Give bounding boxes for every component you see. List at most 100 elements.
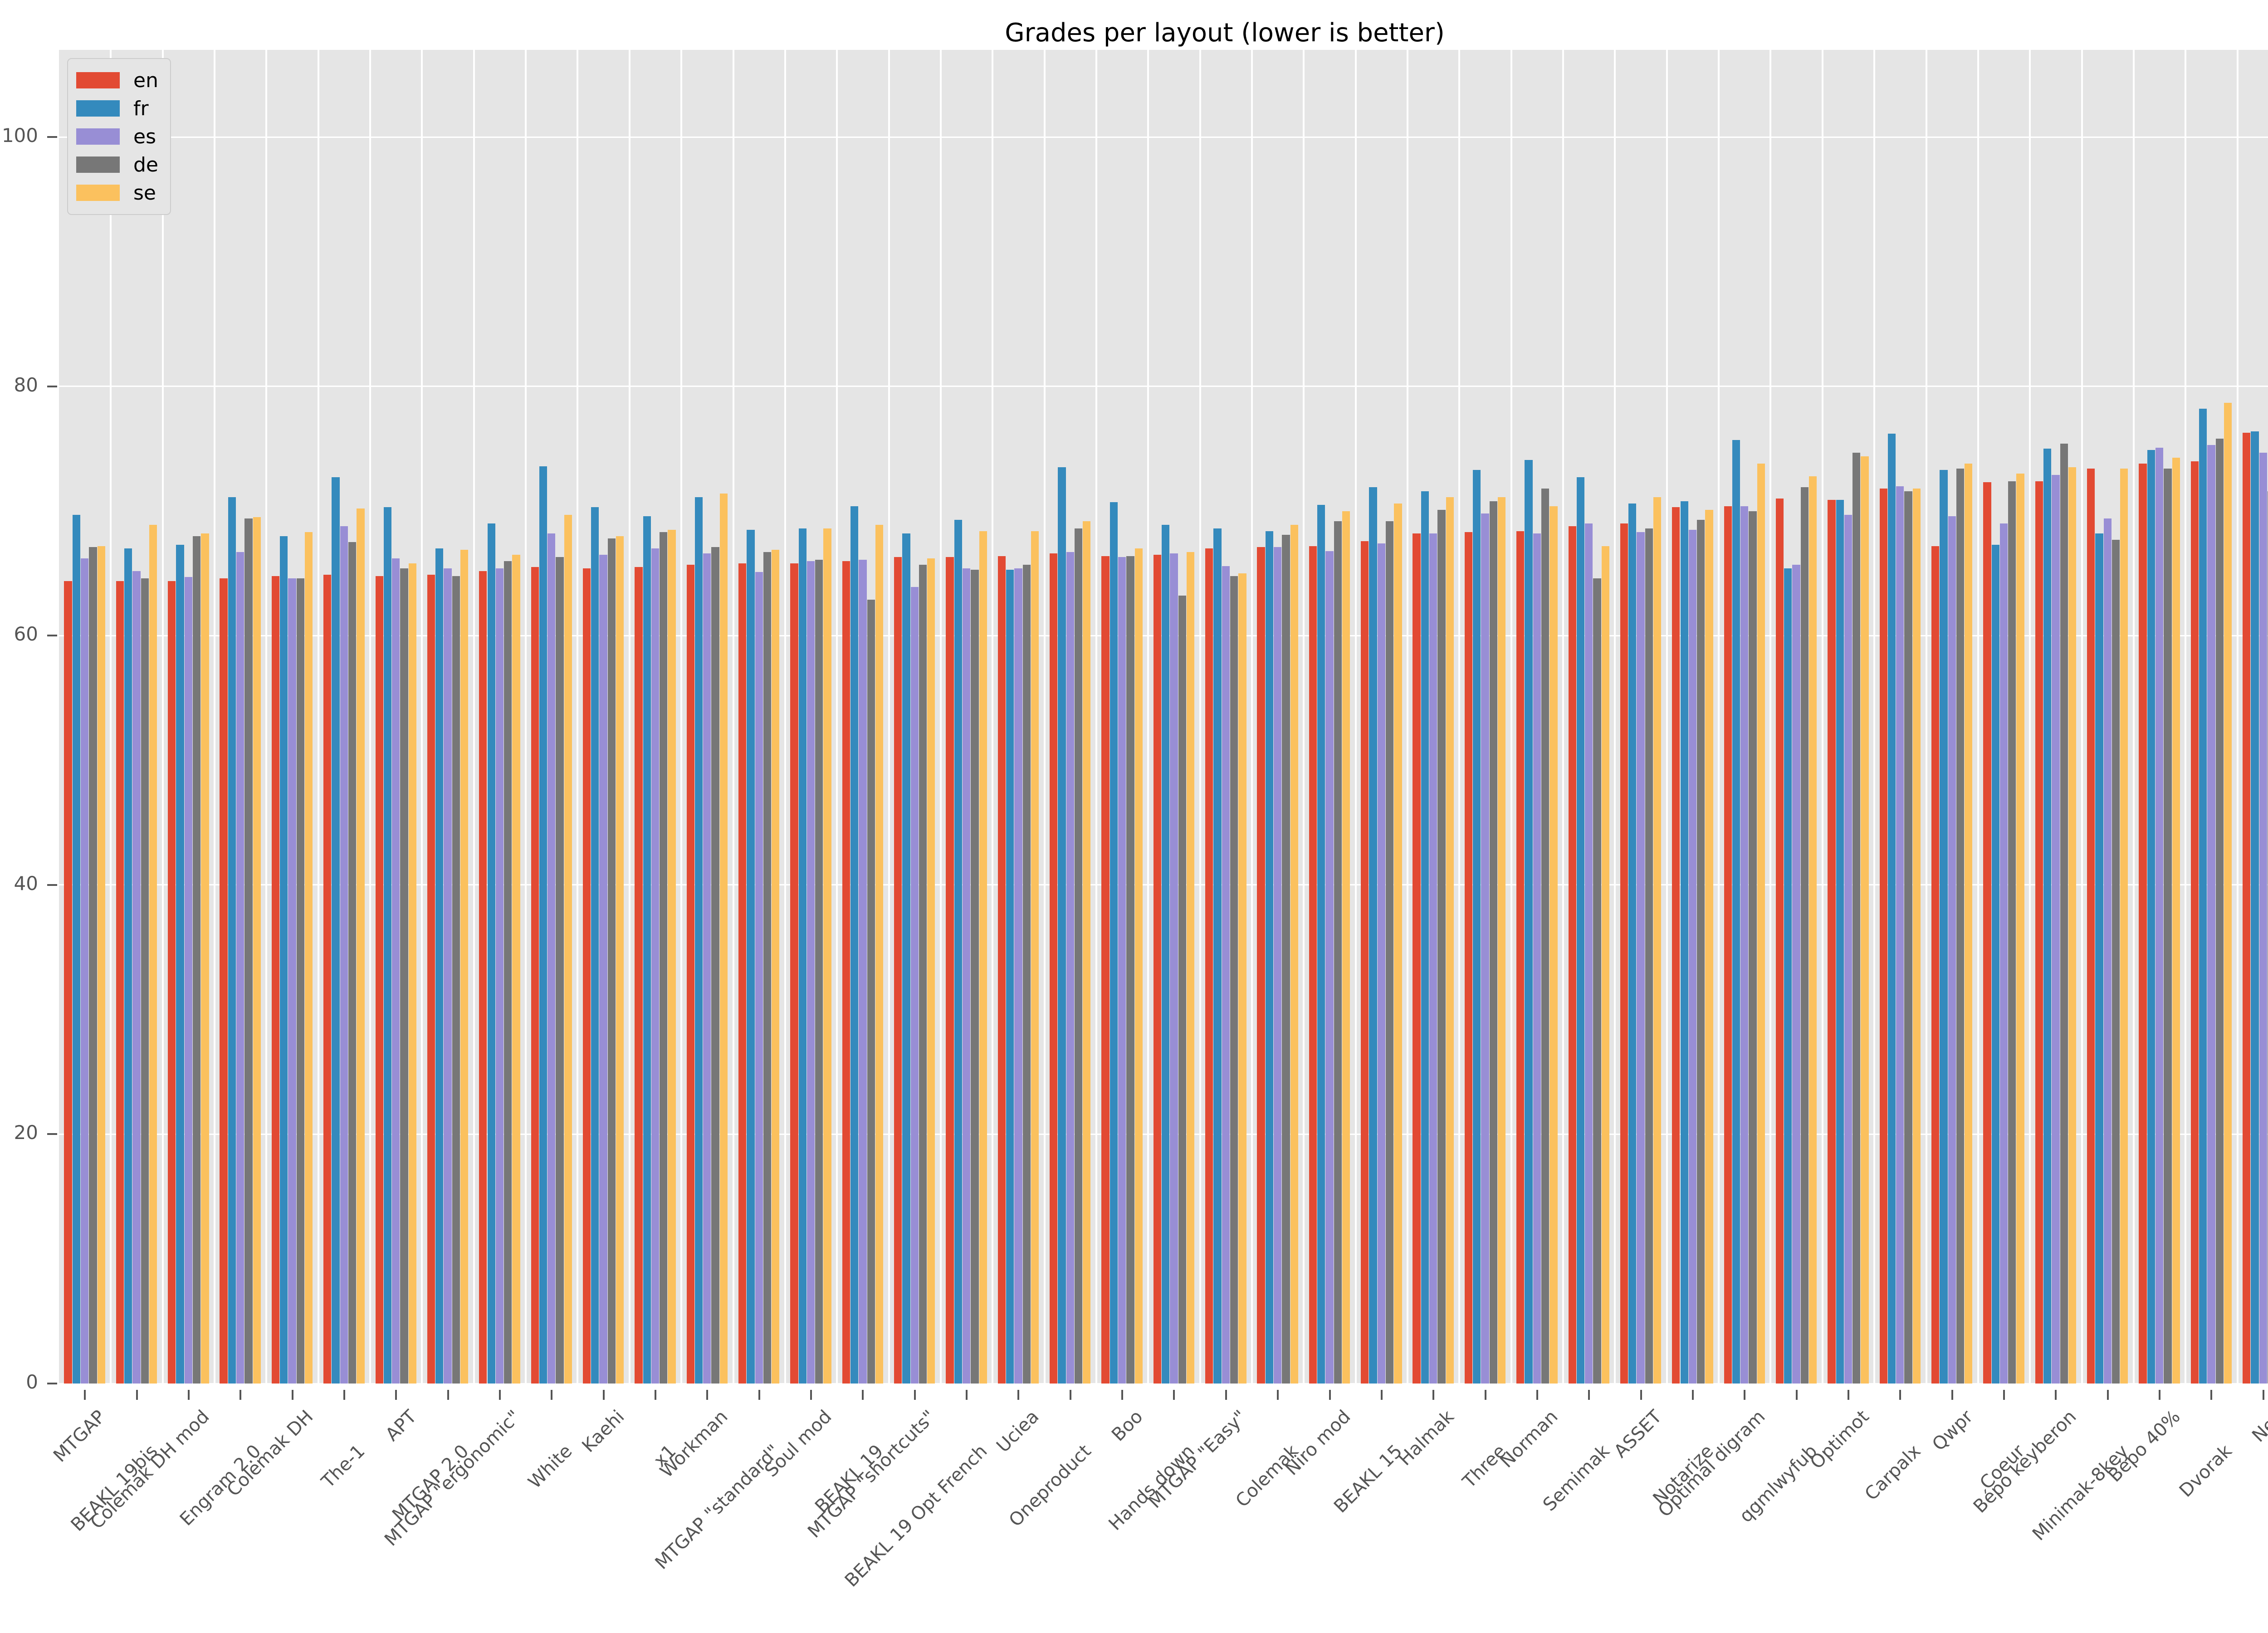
bar-es[interactable] [910, 587, 919, 1384]
bar-fr[interactable] [1991, 544, 1999, 1384]
bar-se[interactable] [979, 531, 987, 1384]
bar-de[interactable] [1126, 556, 1134, 1384]
bar-es[interactable] [132, 571, 141, 1384]
bar-es[interactable] [962, 568, 971, 1384]
bar-en[interactable] [271, 576, 280, 1384]
bar-se[interactable] [719, 494, 728, 1384]
bar-de[interactable] [1541, 489, 1549, 1384]
bar-en[interactable] [1361, 541, 1369, 1384]
bar-de[interactable] [2215, 439, 2224, 1384]
bar-de[interactable] [1489, 501, 1497, 1384]
bar-fr[interactable] [1940, 469, 1948, 1384]
bar-se[interactable] [2016, 474, 2024, 1384]
bar-es[interactable] [547, 533, 556, 1384]
bar-en[interactable] [1724, 506, 1732, 1384]
bar-es[interactable] [1325, 551, 1334, 1384]
bar-en[interactable] [738, 563, 747, 1384]
bar-se[interactable] [149, 524, 157, 1384]
bar-de[interactable] [244, 518, 253, 1384]
bar-es[interactable] [236, 552, 244, 1384]
bar-de[interactable] [1645, 528, 1653, 1384]
bar-en[interactable] [427, 574, 435, 1384]
bar-fr[interactable] [1265, 531, 1273, 1384]
bar-se[interactable] [512, 554, 520, 1384]
bar-fr[interactable] [850, 506, 859, 1384]
bar-en[interactable] [1879, 489, 1887, 1384]
legend-entry[interactable]: de [76, 151, 158, 179]
bar-de[interactable] [296, 578, 304, 1384]
bar-es[interactable] [1118, 557, 1126, 1384]
bar-se[interactable] [1705, 509, 1713, 1384]
bar-se[interactable] [1083, 521, 1091, 1384]
bar-es[interactable] [755, 572, 763, 1384]
bar-se[interactable] [1809, 476, 1817, 1384]
bar-en[interactable] [1568, 526, 1576, 1384]
bar-en[interactable] [479, 571, 487, 1384]
bar-en[interactable] [2139, 464, 2147, 1384]
bar-de[interactable] [556, 557, 564, 1384]
bar-de[interactable] [1593, 578, 1601, 1384]
bar-es[interactable] [1014, 568, 1022, 1384]
bar-es[interactable] [1948, 516, 1956, 1384]
bar-de[interactable] [763, 552, 772, 1384]
bar-se[interactable] [460, 549, 469, 1384]
bar-se[interactable] [668, 529, 676, 1384]
bar-fr[interactable] [1421, 491, 1429, 1384]
bar-se[interactable] [1134, 548, 1143, 1384]
bar-se[interactable] [1290, 524, 1298, 1384]
bar-fr[interactable] [747, 529, 755, 1384]
bar-de[interactable] [1697, 519, 1705, 1384]
bar-fr[interactable] [2043, 449, 2052, 1384]
bar-se[interactable] [1342, 511, 1350, 1384]
bar-en[interactable] [1205, 548, 1213, 1384]
bar-es[interactable] [807, 561, 815, 1384]
bar-en[interactable] [894, 557, 902, 1384]
legend-entry[interactable]: es [76, 122, 158, 151]
bar-fr[interactable] [1369, 487, 1377, 1384]
bar-fr[interactable] [902, 533, 910, 1384]
bar-fr[interactable] [332, 477, 340, 1384]
bar-es[interactable] [1844, 514, 1853, 1384]
bar-es[interactable] [599, 554, 607, 1384]
bar-es[interactable] [2052, 474, 2060, 1384]
bar-fr[interactable] [487, 523, 495, 1384]
bar-se[interactable] [253, 517, 261, 1384]
bar-en[interactable] [582, 568, 591, 1384]
bar-fr[interactable] [1576, 477, 1585, 1384]
bar-de[interactable] [89, 547, 97, 1384]
bar-de[interactable] [452, 576, 460, 1384]
bar-es[interactable] [1740, 506, 1749, 1384]
bar-de[interactable] [1437, 509, 1446, 1384]
bar-en[interactable] [116, 581, 124, 1384]
bar-es[interactable] [1222, 566, 1230, 1384]
bar-es[interactable] [392, 558, 400, 1384]
bar-en[interactable] [1101, 556, 1110, 1384]
bar-en[interactable] [842, 561, 850, 1384]
bar-se[interactable] [564, 514, 572, 1384]
bar-fr[interactable] [591, 507, 599, 1384]
bar-en[interactable] [2035, 481, 2043, 1384]
bar-es[interactable] [1170, 553, 1178, 1384]
bar-fr[interactable] [383, 507, 392, 1384]
bar-en[interactable] [1257, 547, 1265, 1384]
bar-se[interactable] [1238, 573, 1246, 1384]
bar-de[interactable] [815, 559, 823, 1384]
bar-en[interactable] [2243, 432, 2251, 1384]
bar-se[interactable] [1965, 464, 1973, 1384]
bar-es[interactable] [81, 558, 89, 1384]
bar-de[interactable] [2060, 444, 2068, 1384]
bar-se[interactable] [305, 532, 313, 1384]
bar-de[interactable] [193, 536, 201, 1384]
bar-de[interactable] [2008, 481, 2016, 1384]
bar-fr[interactable] [1680, 501, 1688, 1384]
legend-entry[interactable]: en [76, 66, 158, 94]
bar-en[interactable] [2087, 469, 2095, 1384]
bar-se[interactable] [772, 549, 780, 1384]
bar-se[interactable] [823, 528, 831, 1384]
bar-en[interactable] [1983, 482, 1991, 1384]
bar-fr[interactable] [1213, 528, 1222, 1384]
bar-fr[interactable] [124, 548, 132, 1384]
bar-de[interactable] [971, 569, 979, 1384]
bar-es[interactable] [1377, 543, 1385, 1384]
bar-es[interactable] [1429, 533, 1437, 1384]
